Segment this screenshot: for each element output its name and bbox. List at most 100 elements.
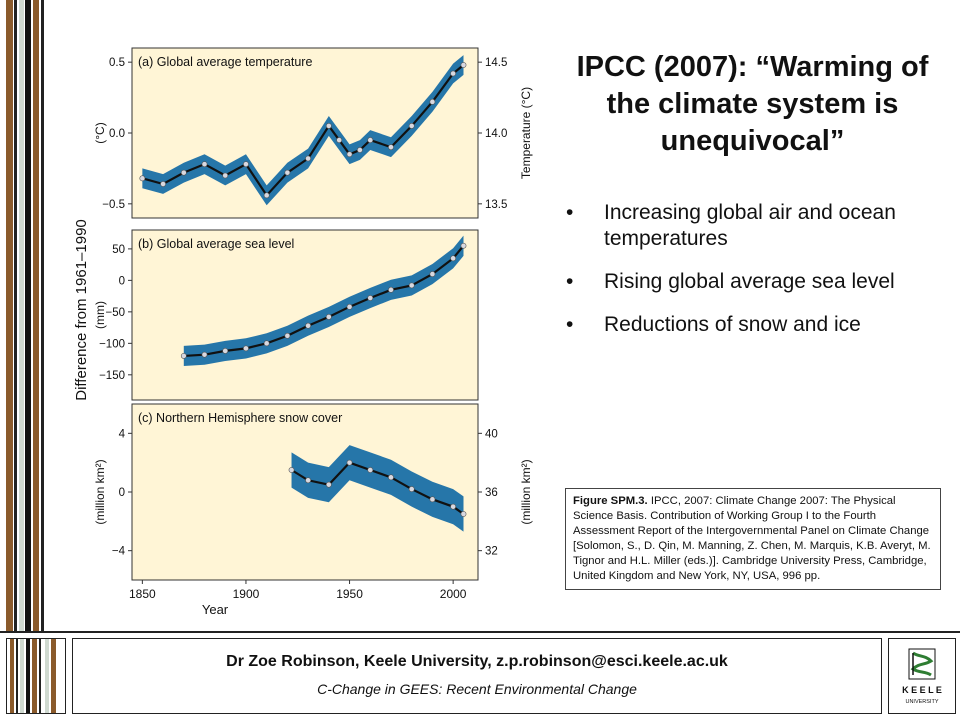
chart-panel-0 (131, 47, 479, 219)
caption-lead: Figure SPM.3. (573, 495, 648, 507)
data-point (325, 481, 332, 488)
y-tick-label: −0.5 (102, 199, 125, 211)
data-point (429, 496, 436, 503)
footer-course: C-Change in GEES: Recent Environmental C… (317, 681, 637, 697)
bullet-text: Increasing global air and ocean temperat… (604, 201, 896, 250)
shared-y-label: Difference from 1961–1990 (73, 219, 90, 401)
data-point (288, 467, 295, 473)
y-axis-label: (million km²) (93, 459, 107, 524)
y-tick-label: 0.5 (109, 57, 125, 69)
y-tick-label: −150 (99, 370, 125, 382)
uncertainty-band (142, 55, 464, 206)
data-point (408, 123, 415, 129)
data-point (243, 345, 249, 352)
y-tick-label: 0 (119, 275, 125, 287)
data-point (325, 313, 332, 320)
data-point (201, 351, 208, 358)
data-point (460, 242, 467, 249)
data-point (388, 144, 394, 151)
x-axis-label: Year (202, 602, 229, 617)
data-point (346, 303, 353, 310)
data-point (263, 340, 270, 347)
data-point (284, 332, 291, 339)
y2-axis-label: (million km²) (519, 459, 533, 524)
data-point (201, 161, 208, 168)
slide-title: IPCC (2007): “Warming of the climate sys… (576, 51, 929, 158)
y2-tick-label: 14.0 (485, 128, 507, 140)
bullet-dot: • (566, 270, 574, 293)
logo-sub: UNIVERSITY (905, 699, 938, 705)
keele-crest-icon (908, 648, 936, 680)
data-point (222, 172, 229, 179)
x-tick-label: 1950 (336, 587, 363, 601)
bullet-text: Rising global average sea level (604, 270, 895, 293)
bullet-list: • Increasing global air and ocean tempera… (560, 200, 950, 355)
data-point (346, 151, 353, 158)
figure-caption: Figure SPM.3. IPCC, 2007: Climate Change… (565, 488, 941, 590)
data-point (367, 295, 374, 301)
decorative-stripes (0, 0, 52, 632)
data-point (180, 353, 187, 359)
data-point (429, 271, 436, 277)
bullet-text: Reductions of snow and ice (604, 313, 861, 336)
data-point (408, 486, 415, 492)
footer-stripes (6, 638, 66, 714)
data-point (305, 155, 312, 162)
chart-panel-1 (131, 229, 479, 401)
footer-author: Dr Zoe Robinson, Keele University, z.p.r… (226, 653, 728, 670)
y2-tick-label: 14.5 (485, 57, 507, 69)
y-tick-label: 50 (112, 244, 125, 256)
data-point (305, 322, 312, 329)
ipcc-figure: Difference from 1961–1990 (a) Global aver… (68, 40, 548, 625)
data-point (460, 511, 467, 517)
bullet-item: • Reductions of snow and ice (560, 312, 950, 338)
data-point (367, 137, 374, 143)
data-point (450, 503, 457, 510)
y-tick-label: 0.0 (109, 128, 125, 140)
data-point (336, 137, 343, 143)
ipcc-figure-svg: Difference from 1961–1990 (a) Global aver… (73, 47, 533, 617)
x-tick-label: 2000 (440, 587, 467, 601)
uncertainty-band (291, 445, 464, 532)
data-point (460, 62, 467, 68)
y-axis-label: (mm) (93, 301, 107, 329)
data-point (263, 192, 270, 199)
data-point (450, 255, 457, 262)
bullet-dot: • (566, 313, 574, 336)
y2-tick-label: 36 (485, 487, 498, 499)
bullet-item: • Rising global average sea level (560, 269, 950, 295)
y-tick-label: 0 (119, 487, 125, 499)
data-point (325, 123, 332, 129)
data-point (222, 347, 229, 354)
data-point (139, 175, 146, 182)
smoothed-curve (290, 461, 465, 515)
bullet-dot: • (566, 201, 574, 224)
bullet-item: • Increasing global air and ocean tempera… (560, 200, 950, 252)
y2-tick-label: 40 (485, 428, 498, 440)
data-point (180, 169, 187, 176)
data-point (450, 70, 457, 77)
y-axis-label: (°C) (93, 122, 107, 143)
panel-title: (c) Northern Hemisphere snow cover (138, 411, 342, 425)
x-tick-label: 1850 (129, 587, 156, 601)
data-point (429, 98, 436, 105)
footer-divider (0, 631, 960, 633)
footer: Dr Zoe Robinson, Keele University, z.p.r… (72, 638, 882, 714)
y2-axis-label: Temperature (°C) (519, 87, 533, 179)
y-tick-label: −4 (112, 546, 126, 558)
y2-tick-label: 32 (485, 546, 498, 558)
data-point (346, 459, 353, 466)
data-point (388, 286, 394, 293)
data-point (388, 474, 394, 481)
data-point (160, 181, 166, 187)
keele-logo: K E E L E UNIVERSITY (888, 638, 956, 714)
data-point (243, 161, 249, 168)
x-tick-label: 1900 (233, 587, 260, 601)
data-point (305, 477, 312, 484)
data-point (284, 169, 291, 176)
data-point (357, 147, 363, 153)
panel-title: (b) Global average sea level (138, 237, 294, 251)
caption-text: IPCC, 2007: Climate Change 2007: The Phy… (573, 495, 931, 582)
panel-title: (a) Global average temperature (138, 55, 312, 69)
y-tick-label: −100 (99, 338, 125, 350)
